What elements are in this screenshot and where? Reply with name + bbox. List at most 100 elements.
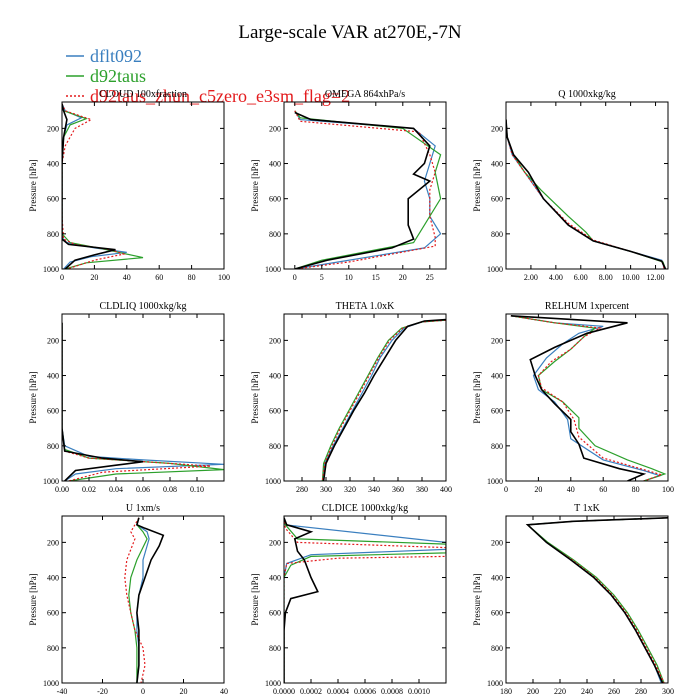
x-tick-label: 360 — [392, 485, 404, 494]
x-tick-label: 0.0000 — [273, 687, 295, 696]
series-line — [506, 119, 667, 269]
series-line — [62, 322, 224, 481]
series-line — [124, 517, 146, 683]
series-line — [135, 517, 165, 683]
y-tick-label: 800 — [491, 442, 503, 451]
y-tick-label: 400 — [491, 160, 503, 169]
y-tick-label: 200 — [491, 538, 503, 547]
series-line — [294, 111, 432, 269]
y-tick-label: 200 — [491, 124, 503, 133]
y-tick-label: 800 — [269, 442, 281, 451]
series-line — [506, 119, 665, 269]
axes-frame — [283, 313, 447, 482]
y-tick-label: 800 — [491, 230, 503, 239]
x-tick-label: 180 — [500, 687, 512, 696]
x-tick-label: 8.00 — [599, 273, 613, 282]
y-tick-label: 400 — [269, 160, 281, 169]
y-tick-label: 400 — [491, 372, 503, 381]
y-tick-label: 1000 — [487, 477, 503, 486]
x-tick-label: 4.00 — [549, 273, 563, 282]
x-tick-label: 20 — [399, 273, 407, 282]
axes-frame — [505, 101, 669, 270]
y-axis-label: Pressure [hPa] — [28, 573, 38, 625]
x-tick-label: -20 — [97, 687, 108, 696]
series-line — [321, 319, 446, 481]
x-tick-label: 40 — [123, 273, 131, 282]
y-axis-label: Pressure [hPa] — [472, 371, 482, 423]
series-line — [284, 517, 319, 683]
series-line — [510, 315, 647, 481]
series-line — [506, 119, 667, 269]
y-tick-label: 400 — [269, 372, 281, 381]
x-tick-label: 240 — [581, 687, 593, 696]
y-tick-label: 600 — [47, 195, 59, 204]
panel-title: CLOUD 100xfraction — [99, 89, 187, 100]
x-tick-label: 40 — [220, 687, 228, 696]
x-tick-label: 220 — [554, 687, 566, 696]
y-axis-label: Pressure [hPa] — [250, 573, 260, 625]
y-axis-label: Pressure [hPa] — [250, 159, 260, 211]
figure-title: Large-scale VAR at270E,-7N — [238, 22, 461, 43]
axes-frame — [505, 313, 669, 482]
x-tick-label: 300 — [320, 485, 332, 494]
y-tick-label: 1000 — [43, 265, 59, 274]
x-tick-label: 260 — [608, 687, 620, 696]
y-tick-label: 1000 — [265, 265, 281, 274]
panel-title: RELHUM 1xpercent — [545, 301, 629, 312]
x-tick-label: 0.0002 — [300, 687, 322, 696]
series-line — [62, 103, 127, 269]
panel-title: T 1xK — [574, 503, 600, 514]
x-tick-label: 0.0010 — [408, 687, 430, 696]
series-line — [62, 103, 116, 269]
y-tick-label: 400 — [491, 574, 503, 583]
x-tick-label: 80 — [632, 485, 640, 494]
panel-title: CLDICE 1000xkg/kg — [322, 503, 408, 514]
y-axis-label: Pressure [hPa] — [28, 371, 38, 423]
series-line — [510, 315, 664, 481]
y-tick-label: 1000 — [43, 477, 59, 486]
series-line — [322, 318, 446, 481]
x-tick-label: 400 — [440, 485, 452, 494]
axes-frame — [61, 313, 225, 482]
y-tick-label: 400 — [47, 574, 59, 583]
x-tick-label: 0.10 — [190, 485, 204, 494]
y-tick-label: 600 — [491, 195, 503, 204]
y-tick-label: 200 — [47, 124, 59, 133]
series-line — [284, 517, 446, 683]
x-tick-label: 0.00 — [55, 485, 69, 494]
y-tick-label: 400 — [47, 372, 59, 381]
y-tick-label: 800 — [491, 644, 503, 653]
panel-title: OMEGA 864xhPa/s — [325, 89, 405, 100]
x-tick-label: 20 — [90, 273, 98, 282]
y-tick-label: 200 — [269, 124, 281, 133]
y-tick-label: 200 — [47, 538, 59, 547]
legend-entry: d92taus_zhun_c5zero_e3sm_flag=2 — [66, 86, 350, 106]
series-line — [510, 315, 667, 481]
x-tick-label: 100 — [218, 273, 230, 282]
y-tick-label: 600 — [491, 609, 503, 618]
x-tick-label: 20 — [534, 485, 542, 494]
panel: U 1xm/s 200 400 600 800 1000-40 -20 0 20 40 Pressu… — [28, 503, 228, 696]
legend: dflt092d92tausd92taus_zhun_c5zero_e3sm_f… — [66, 46, 350, 106]
series-line — [506, 119, 665, 269]
x-tick-label: 2.00 — [524, 273, 538, 282]
legend-entry: dflt092 — [66, 46, 142, 66]
y-tick-label: 800 — [269, 644, 281, 653]
x-tick-label: -40 — [57, 687, 68, 696]
y-axis-label: Pressure [hPa] — [472, 573, 482, 625]
x-tick-label: 25 — [426, 273, 434, 282]
y-tick-label: 800 — [47, 442, 59, 451]
legend-entry: d92taus — [66, 66, 146, 86]
y-tick-label: 200 — [47, 336, 59, 345]
x-tick-label: 0.06 — [136, 485, 150, 494]
y-tick-label: 1000 — [43, 679, 59, 688]
y-tick-label: 1000 — [487, 679, 503, 688]
axes-frame — [283, 101, 447, 270]
x-tick-label: 5 — [320, 273, 324, 282]
x-tick-label: 0.02 — [82, 485, 96, 494]
x-tick-label: 40 — [567, 485, 575, 494]
legend-label: d92taus — [90, 66, 146, 86]
series-line — [525, 517, 668, 683]
